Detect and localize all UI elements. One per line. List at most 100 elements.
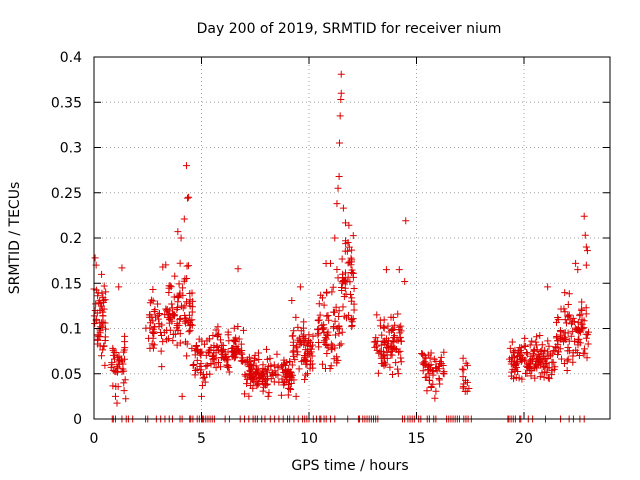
data-point: [206, 346, 214, 354]
data-point: [165, 319, 173, 327]
data-point: [294, 323, 302, 331]
data-point: [569, 318, 577, 326]
data-point: [212, 364, 220, 372]
data-point: [392, 359, 400, 367]
data-point-peak: [544, 283, 552, 291]
data-point: [458, 365, 466, 373]
data-point: [531, 360, 539, 368]
data-point-peak: [581, 231, 589, 239]
data-point: [98, 270, 106, 278]
data-point: [315, 325, 323, 333]
data-point-peak: [198, 392, 205, 400]
data-point: [155, 310, 163, 318]
data-point: [553, 332, 561, 340]
data-point: [109, 382, 117, 390]
data-point: [213, 342, 221, 350]
data-point: [331, 308, 339, 316]
data-point: [156, 328, 164, 336]
data-point: [578, 305, 586, 313]
data-point: [163, 307, 171, 315]
data-point: [582, 304, 590, 312]
data-point: [418, 350, 426, 358]
data-point: [203, 362, 211, 370]
data-point: [432, 387, 440, 395]
data-point: [348, 256, 356, 264]
data-point: [94, 292, 102, 300]
data-point: [335, 325, 343, 333]
data-point: [544, 337, 552, 345]
data-point-peak: [185, 193, 193, 201]
data-point: [149, 329, 157, 337]
data-point: [430, 355, 438, 363]
y-axis-label: SRMTID / TECUs: [7, 182, 23, 295]
data-point: [120, 367, 128, 375]
data-point: [527, 352, 535, 360]
data-point: [332, 303, 340, 311]
data-point: [287, 386, 295, 394]
data-point: [120, 387, 128, 395]
data-point: [580, 345, 588, 353]
data-point: [324, 312, 332, 320]
data-point: [117, 355, 125, 363]
data-point: [530, 346, 538, 354]
data-point: [217, 353, 225, 361]
data-point: [234, 323, 242, 330]
data-point: [577, 320, 585, 328]
data-point: [329, 283, 337, 291]
data-point: [337, 340, 345, 348]
data-point: [185, 299, 193, 307]
data-point-peak: [401, 277, 409, 285]
data-point-peak: [402, 217, 410, 225]
data-point: [336, 341, 344, 349]
data-point: [381, 340, 389, 348]
data-point: [526, 359, 534, 367]
data-point: [176, 315, 184, 323]
data-point: [513, 358, 521, 366]
data-point: [237, 340, 245, 348]
data-point: [183, 352, 191, 360]
data-point: [240, 326, 248, 334]
data-point: [389, 325, 397, 333]
data-point: [440, 370, 448, 378]
data-point: [509, 365, 517, 373]
data-point: [199, 374, 207, 382]
data-point: [121, 338, 129, 346]
data-point: [323, 349, 331, 357]
data-point: [149, 317, 157, 325]
data-point: [514, 353, 522, 361]
data-point: [280, 361, 288, 369]
data-point: [575, 325, 583, 333]
data-point-peak: [292, 392, 300, 400]
data-point: [318, 360, 326, 368]
data-point: [174, 326, 182, 334]
data-point: [238, 346, 246, 354]
data-point-peak: [336, 112, 344, 120]
data-point: [249, 378, 257, 386]
data-point: [245, 370, 253, 378]
data-point: [520, 342, 528, 350]
data-point: [180, 277, 188, 285]
data-point: [301, 376, 309, 384]
data-point: [347, 254, 355, 262]
data-point: [203, 370, 211, 378]
data-point: [250, 356, 258, 364]
data-point: [146, 313, 154, 321]
data-point: [338, 283, 346, 291]
data-point: [223, 356, 231, 364]
data-point: [378, 331, 386, 339]
data-point: [168, 300, 176, 308]
data-point: [157, 331, 165, 339]
chart-title: Day 200 of 2019, SRMTID for receiver niu…: [197, 21, 502, 37]
data-point: [303, 370, 311, 378]
data-point: [510, 375, 518, 383]
data-point: [372, 337, 380, 345]
data-point: [440, 348, 448, 356]
data-point: [419, 367, 427, 375]
data-point: [564, 313, 572, 321]
data-point: [348, 246, 356, 254]
data-point: [102, 325, 110, 333]
y-tick-label: 0: [73, 412, 82, 428]
data-point: [582, 334, 590, 342]
data-point-peak: [582, 243, 590, 251]
data-point: [574, 338, 582, 346]
